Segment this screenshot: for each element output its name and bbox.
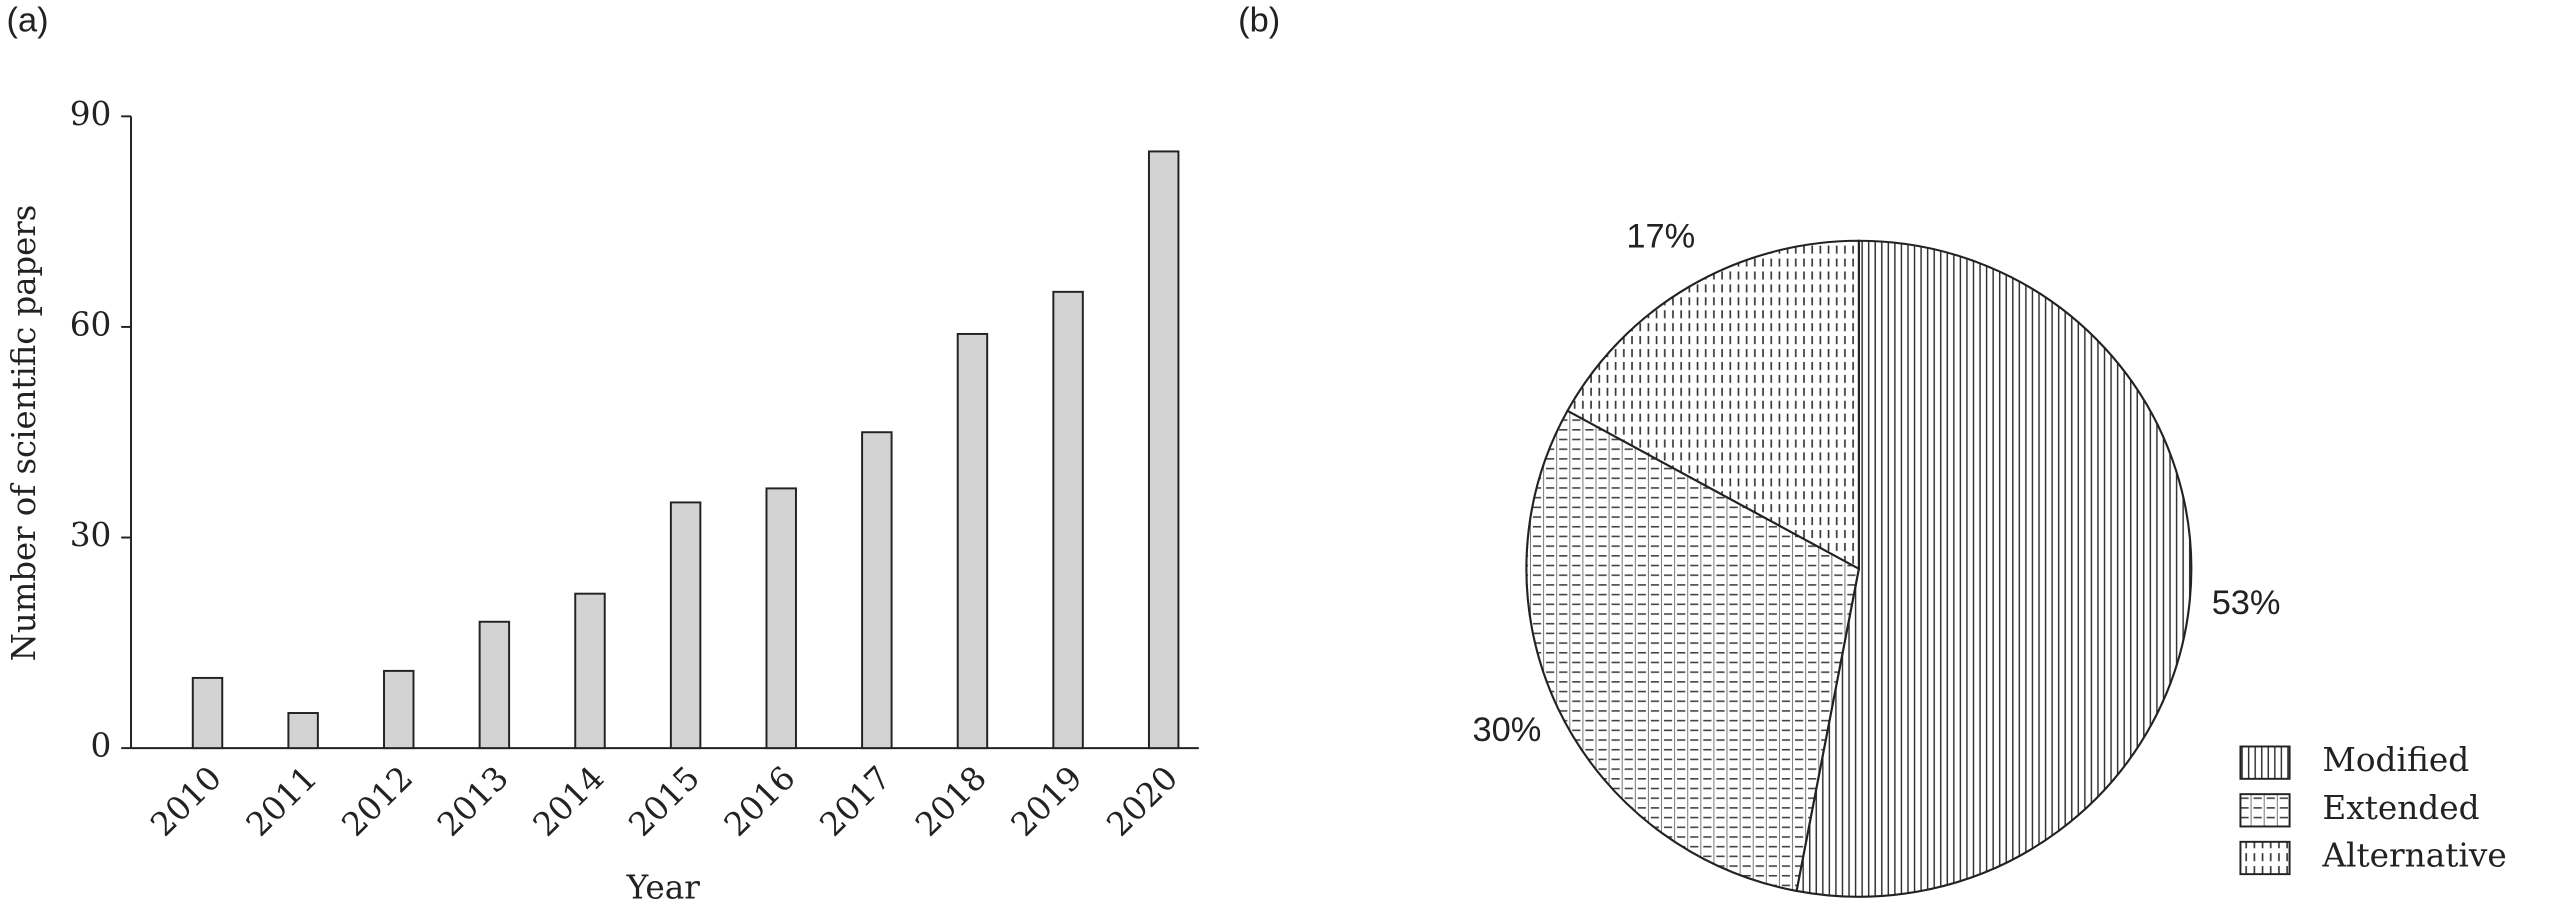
x-tick-label: 2020: [1099, 759, 1185, 844]
panel-label: (b): [1238, 2, 1280, 40]
y-tick-label: 60: [70, 306, 112, 344]
legend-swatch: [2239, 840, 2291, 876]
x-axis-label: Year: [626, 869, 701, 907]
x-tick-label: 2010: [143, 759, 229, 844]
bar: [956, 332, 989, 750]
slice-label: 30%: [1472, 711, 1541, 749]
bar: [383, 669, 415, 750]
bar: [287, 712, 319, 750]
pie-slice: [1795, 239, 2193, 898]
x-tick-label: 2013: [430, 759, 516, 844]
x-tick-label: 2017: [812, 759, 898, 844]
y-tick-label: 0: [91, 727, 112, 765]
slice-label: 53%: [2212, 584, 2281, 622]
x-tick-label: 2016: [717, 759, 803, 844]
bar: [1052, 290, 1084, 750]
slice-label: 17%: [1626, 218, 1695, 256]
x-tick-label: 2018: [908, 759, 994, 844]
legend-label: Alternative: [2321, 837, 2506, 875]
panel-label: (a): [7, 2, 49, 40]
y-tick-label: 90: [70, 95, 112, 133]
x-tick-label: 2012: [334, 759, 420, 844]
bar: [478, 620, 511, 750]
x-tick-label: 2015: [621, 759, 707, 844]
y-axis-label: Number of scientific papers: [5, 205, 43, 662]
legend-swatch: [2239, 745, 2291, 780]
legend-label: Modified: [2322, 741, 2469, 779]
bar: [574, 592, 606, 750]
pie-slice: [1566, 239, 1860, 571]
bar: [765, 487, 797, 750]
legend-swatch: [2239, 793, 2291, 828]
bar: [861, 431, 893, 750]
bar: [669, 501, 702, 750]
legend-label: Extended: [2322, 789, 2479, 827]
x-tick-label: 2014: [526, 759, 612, 844]
bar: [191, 676, 224, 750]
pie-slice: [1525, 409, 1861, 893]
y-tick-label: 30: [70, 516, 112, 554]
x-tick-label: 2019: [1004, 759, 1090, 844]
bar: [1147, 150, 1180, 750]
x-tick-label: 2011: [239, 759, 325, 844]
